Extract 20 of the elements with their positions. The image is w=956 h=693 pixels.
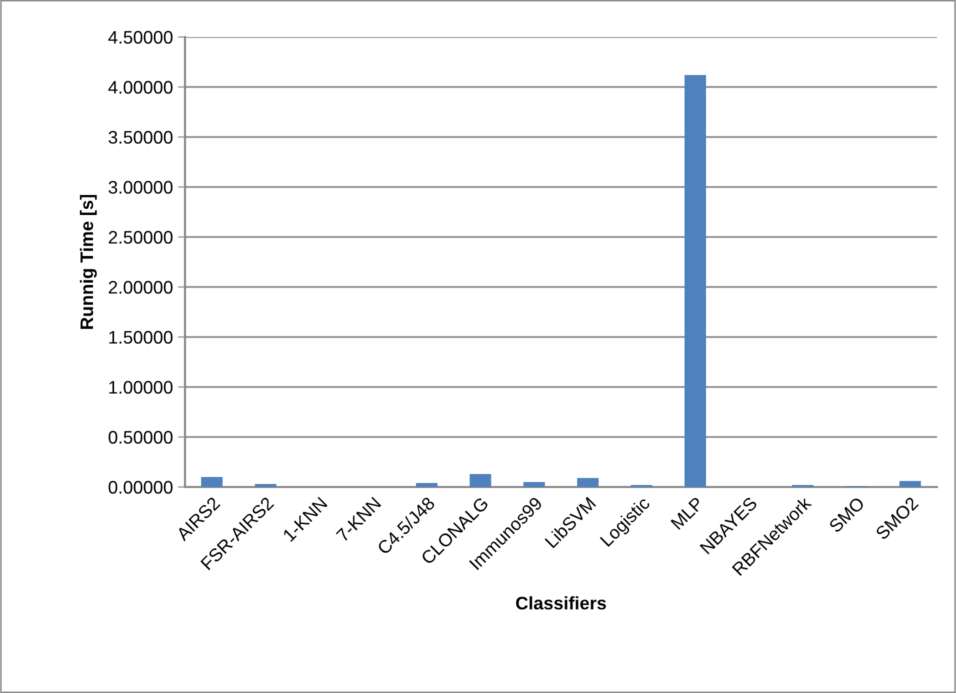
bar (899, 481, 921, 487)
y-tick-label: 0.50000 (108, 430, 172, 444)
bar (201, 477, 223, 487)
bar (684, 75, 706, 487)
y-tick-label: 0.00000 (108, 480, 172, 494)
y-tick-label: 1.50000 (109, 330, 172, 344)
bar (523, 482, 545, 487)
x-axis-title: Classifiers (516, 596, 606, 610)
y-axis-title: Runnig Time [s] (80, 194, 97, 329)
bar (577, 478, 599, 487)
bar (416, 483, 438, 487)
y-tick-label: 3.00000 (108, 180, 172, 194)
bar (254, 484, 276, 487)
y-tick-label: 4.50000 (108, 30, 172, 44)
y-tick-label: 2.50000 (108, 230, 172, 244)
y-tick-label: 2.00000 (108, 280, 172, 294)
y-tick-label: 4.00000 (108, 80, 172, 94)
bar (470, 474, 492, 487)
y-tick-label: 3.50000 (108, 130, 172, 144)
y-tick-label: 1.00000 (109, 380, 172, 394)
